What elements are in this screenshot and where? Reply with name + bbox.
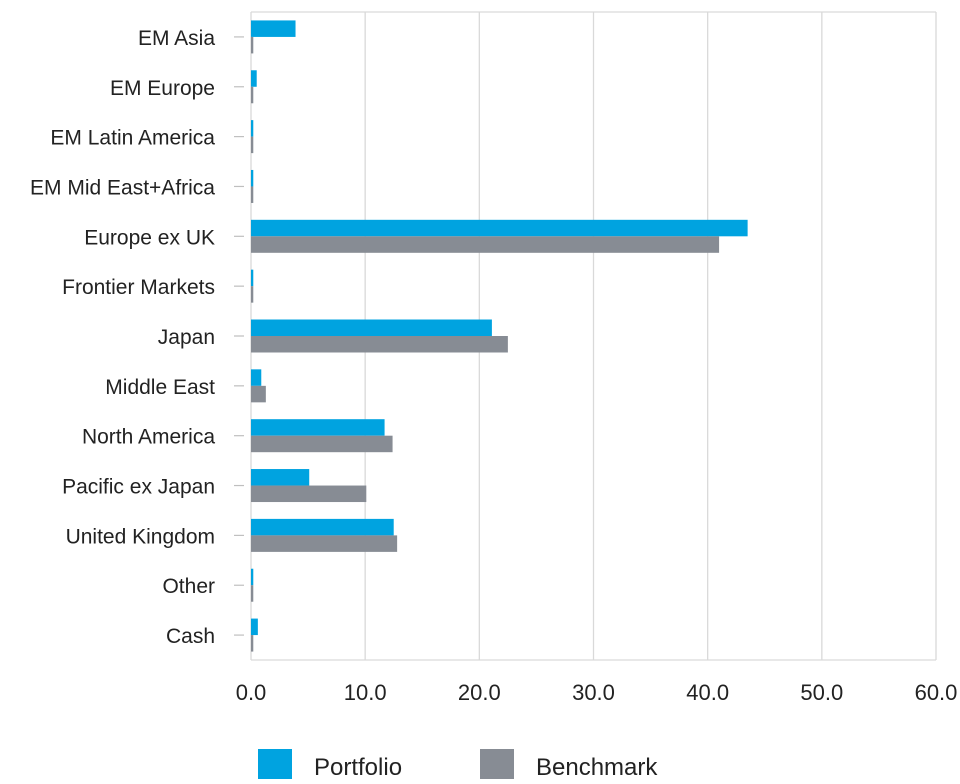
- category-label-cash: Cash: [166, 625, 215, 648]
- bar-portfolio-united-kingdom: [251, 518, 394, 536]
- x-tick-label-3: 30.0: [572, 680, 615, 705]
- bar-benchmark-north-america: [251, 435, 393, 453]
- bar-portfolio-north-america: [251, 419, 385, 436]
- category-label-other: Other: [162, 575, 215, 598]
- x-tick-label-0: 0.0: [236, 680, 267, 705]
- bar-portfolio-em-latin-america: [251, 120, 254, 137]
- x-tick-label-5: 50.0: [800, 680, 843, 705]
- bar-portfolio-em-europe: [251, 70, 257, 87]
- category-label-frontier-markets: Frontier Markets: [62, 276, 215, 299]
- bar-portfolio-europe-ex-uk: [251, 219, 748, 237]
- bar-benchmark-united-kingdom: [251, 535, 398, 552]
- category-label-pacific-ex-japan: Pacific ex Japan: [62, 476, 215, 499]
- bar-portfolio-japan: [251, 319, 492, 336]
- x-tick-label-1: 10.0: [344, 680, 387, 705]
- bars: [251, 20, 748, 652]
- category-label-middle-east: Middle East: [105, 376, 215, 399]
- bar-benchmark-japan: [251, 336, 508, 353]
- bar-benchmark-middle-east: [251, 385, 266, 403]
- category-label-japan: Japan: [158, 326, 215, 349]
- legend-label-portfolio: Portfolio: [314, 754, 402, 779]
- bar-portfolio-frontier-markets: [251, 269, 254, 287]
- category-label-united-kingdom: United Kingdom: [66, 525, 215, 548]
- gridlines: [250, 11, 937, 661]
- legend-swatch-benchmark: [480, 749, 514, 779]
- bar-benchmark-europe-ex-uk: [251, 236, 720, 253]
- category-label-europe-ex-uk: Europe ex UK: [84, 226, 215, 249]
- bar-benchmark-em-europe: [251, 86, 254, 104]
- bar-portfolio-middle-east: [251, 369, 262, 386]
- bar-portfolio-em-asia: [251, 20, 296, 37]
- bar-portfolio-cash: [251, 618, 258, 636]
- bar-benchmark-cash: [251, 635, 254, 652]
- category-label-em-asia: EM Asia: [138, 27, 215, 50]
- category-label-em-mid-east-africa: EM Mid East+Africa: [30, 176, 215, 199]
- bar-benchmark-other: [251, 585, 254, 602]
- bar-benchmark-frontier-markets: [251, 286, 254, 303]
- legend-swatch-portfolio: [258, 749, 292, 779]
- x-tick-label-2: 20.0: [458, 680, 501, 705]
- legend-label-benchmark: Benchmark: [536, 754, 658, 779]
- category-label-north-america: North America: [82, 426, 215, 449]
- category-label-em-latin-america: EM Latin America: [50, 127, 215, 150]
- axes: 0.0 10.0 20.0 30.0 40.0 50.0 60.0 EM Asia EM Eur…: [30, 27, 957, 705]
- bar-portfolio-other: [251, 568, 254, 586]
- category-label-em-europe: EM Europe: [110, 77, 215, 100]
- bar-benchmark-em-mid-east-africa: [251, 186, 254, 203]
- bar-benchmark-pacific-ex-japan: [251, 485, 367, 503]
- bar-portfolio-pacific-ex-japan: [251, 469, 310, 486]
- bar-benchmark-em-latin-america: [251, 136, 254, 154]
- bar-portfolio-em-mid-east-africa: [251, 169, 254, 187]
- x-tick-label-6: 60.0: [915, 680, 958, 705]
- x-tick-label-4: 40.0: [686, 680, 729, 705]
- bar-benchmark-em-asia: [251, 36, 254, 54]
- legend: Portfolio Benchmark: [258, 749, 658, 781]
